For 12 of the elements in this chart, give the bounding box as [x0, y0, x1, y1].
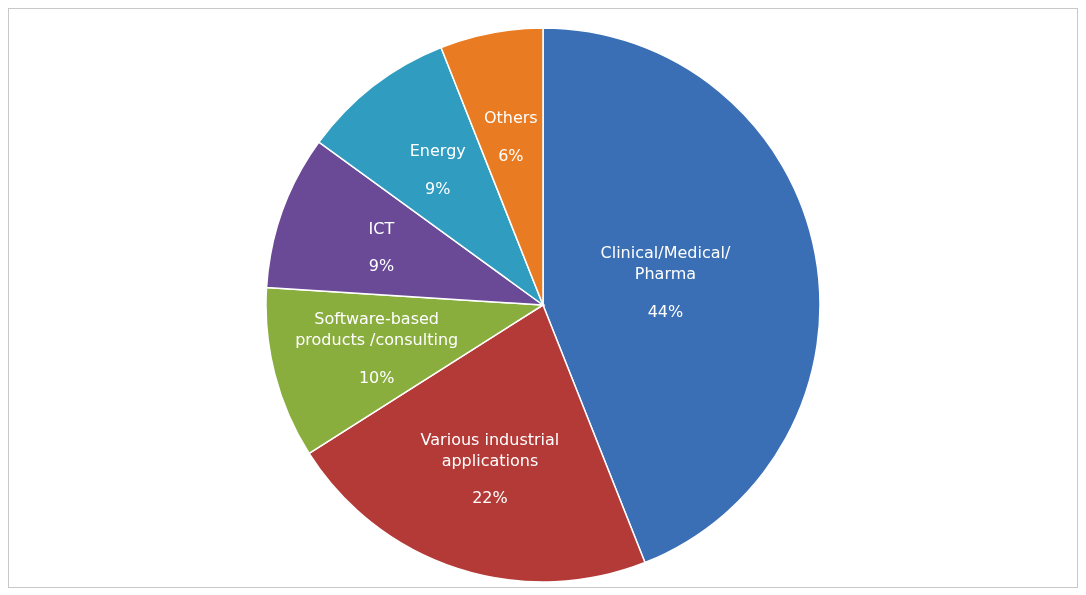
slice-label: Clinical/Medical/ Pharma	[600, 242, 731, 283]
data-label: 44%	[647, 301, 684, 321]
data-label: 22%	[472, 488, 508, 508]
slice-label: Energy	[409, 141, 466, 160]
slice-label: ICT	[368, 218, 395, 238]
slice-label: Software-based products /consulting	[295, 308, 459, 349]
data-label: 9%	[368, 256, 395, 276]
data-label: 9%	[425, 178, 451, 198]
slice-label: Others	[483, 108, 538, 127]
slice-label: Various industrial applications	[420, 429, 560, 470]
data-label: 10%	[358, 367, 395, 387]
data-label: 6%	[498, 145, 524, 165]
